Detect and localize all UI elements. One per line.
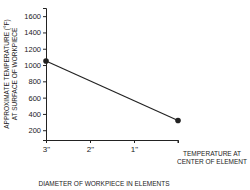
y-tick: 800: [28, 77, 46, 86]
y-tick-mark: [43, 81, 46, 82]
y-tick: 1000: [24, 61, 46, 70]
y-axis-title-line: APPROXIMATE TEMPERATURE (°F): [3, 19, 11, 129]
y-axis-line: [43, 9, 47, 141]
data-point: [43, 58, 49, 64]
y-tick-mark: [43, 130, 46, 131]
annotation-line: TEMPERATURE AT: [183, 150, 241, 157]
y-tick-label: 400: [28, 110, 41, 119]
y-tick: 1600: [24, 12, 46, 21]
y-tick-mark: [43, 16, 46, 17]
x-tick-label: 1": [131, 145, 138, 154]
y-tick-mark: [43, 32, 46, 33]
x-tick: 3": [43, 140, 50, 154]
x-tick-label: 3": [43, 145, 50, 154]
x-tick: 2": [87, 140, 94, 154]
y-tick-mark: [43, 65, 46, 66]
x-tick-mark: [134, 140, 135, 143]
y-tick-label: 200: [28, 126, 41, 135]
x-tick-label: 2": [87, 145, 94, 154]
annotation: TEMPERATURE ATCENTER OF ELEMENT: [177, 150, 247, 165]
y-tick-label: 1600: [24, 12, 41, 21]
y-tick-mark: [43, 98, 46, 99]
y-axis-title: APPROXIMATE TEMPERATURE (°F)AT SURFACE O…: [3, 19, 18, 129]
y-axis-title-line: AT SURFACE OF WORKPIECE: [11, 27, 18, 120]
y-tick-label: 800: [28, 77, 41, 86]
y-tick-mark: [43, 49, 46, 50]
y-tick: 1400: [24, 28, 46, 37]
x-axis-line: [47, 141, 179, 144]
y-tick: 1200: [24, 45, 46, 54]
y-tick: 200: [28, 126, 46, 135]
y-axis: 200 400 600 800 1000 1200 1400 1600: [24, 9, 46, 141]
data-point: [175, 118, 181, 124]
x-tick-mark: [46, 140, 47, 143]
y-tick: 400: [28, 110, 46, 119]
data-line: [46, 61, 178, 120]
y-tick-mark: [43, 114, 46, 115]
y-tick-label: 1000: [24, 61, 41, 70]
plot: 200 400 600 800 1000 1200 1400 1600 3" 2" 1" TEMPER…: [24, 9, 247, 166]
data: [43, 58, 181, 123]
x-axis: 3" 2" 1": [43, 140, 179, 154]
x-tick: 1": [131, 140, 138, 154]
annotation-line: CENTER OF ELEMENT: [177, 158, 247, 165]
x-axis-title: DIAMETER OF WORKPIECE IN ELEMENTS: [38, 180, 170, 187]
x-tick-mark: [90, 140, 91, 143]
y-tick-label: 1200: [24, 45, 41, 54]
chart: 200 400 600 800 1000 1200 1400 1600 3" 2" 1" TEMPER…: [0, 0, 250, 190]
y-tick-label: 1400: [24, 28, 41, 37]
y-tick-label: 600: [28, 94, 41, 103]
annotation-tick: [178, 140, 179, 143]
y-tick: 600: [28, 94, 46, 103]
